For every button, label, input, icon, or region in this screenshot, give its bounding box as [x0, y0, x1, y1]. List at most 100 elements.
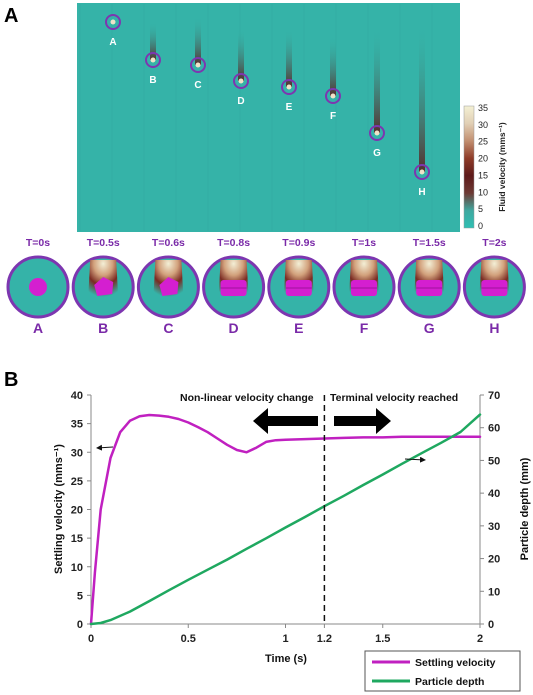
- snapshot-time-label: T=2s: [482, 237, 506, 249]
- snapshot: T=0.5s B: [71, 237, 135, 336]
- y-tick-label-right: 10: [488, 586, 500, 598]
- particle-shape: [29, 278, 47, 296]
- particle-marker: [238, 78, 244, 84]
- particle-wake: [374, 28, 380, 133]
- particle-label: D: [237, 96, 244, 107]
- y-tick-label-left: 35: [71, 419, 83, 431]
- particle-marker: [374, 130, 380, 136]
- particle-wake: [286, 29, 292, 87]
- y-axis-right-label: Particle depth (mm): [519, 457, 531, 560]
- y-tick-label-right: 70: [488, 390, 500, 402]
- y-tick-label-right: 20: [488, 554, 500, 566]
- snapshot-time-label: T=0.9s: [282, 237, 315, 249]
- x-tick-label: 1: [282, 633, 288, 645]
- chart: 0 0.5 1 1.2 1.5 20510152025303540010203040506…: [53, 390, 531, 692]
- y-tick-label-left: 15: [71, 533, 83, 545]
- y-tick-label-left: 40: [71, 390, 83, 402]
- panel-a-label: A: [4, 5, 18, 27]
- snapshot-time-label: T=0.8s: [217, 237, 250, 249]
- fluid-domain: [77, 3, 460, 232]
- y-tick-label-left: 25: [71, 476, 83, 488]
- snapshot-time-label: T=1s: [352, 237, 376, 249]
- particle-label: C: [194, 80, 201, 91]
- particle-label: H: [418, 187, 425, 198]
- x-tick-label: 0: [88, 633, 94, 645]
- arrow-right-icon: [334, 408, 391, 434]
- depth-axis-pointer-icon: [404, 456, 426, 463]
- particle-marker-ring: [325, 88, 341, 104]
- series-line-settling-velocity: [89, 413, 482, 626]
- snapshot-letter: H: [489, 320, 499, 336]
- particle-label: B: [149, 75, 156, 86]
- y-tick-label-right: 30: [488, 521, 500, 533]
- y-axis-left-label: Settling velocity (mms⁻¹): [53, 444, 65, 574]
- particle-wake: [419, 24, 425, 172]
- snapshot-row: T=0sAT=0.5sBT=0.6sCT=0.8sDT=0.9sET=1sFT=…: [6, 237, 526, 336]
- colorbar-tick-label: 15: [478, 170, 488, 180]
- y-tick-label-left: 0: [77, 619, 83, 631]
- colorbar-tick-label: 20: [478, 154, 488, 164]
- x-tick-label: 1.2: [317, 633, 332, 645]
- colorbar-tick-label: 5: [478, 204, 483, 214]
- particle-trajectory: A B C D E F G H: [105, 14, 430, 198]
- particle-marker-ring: [369, 125, 385, 141]
- y-tick-label-left: 20: [71, 505, 83, 517]
- snapshot: T=1s F: [332, 237, 396, 336]
- snapshot-letter: F: [360, 320, 369, 336]
- colorbar: 35 30 25 20 15 10 5 0 Fluid velocity (mms⁻¹): [463, 103, 507, 231]
- y-tick-label-right: 50: [488, 455, 500, 467]
- snapshot-letter: A: [33, 320, 43, 336]
- snapshot-time-label: T=0.5s: [87, 237, 120, 249]
- y-tick-label-left: 10: [71, 562, 83, 574]
- particle-marker: [195, 62, 201, 68]
- y-tick-label-right: 40: [488, 488, 500, 500]
- snapshot: T=0.9s E: [267, 237, 331, 336]
- particle-marker-ring: [190, 57, 206, 73]
- snapshot-time-label: T=0s: [26, 237, 50, 249]
- colorbar-gradient: [463, 105, 475, 229]
- particle-label: G: [373, 148, 381, 159]
- snapshot-time-label: T=0.6s: [152, 237, 185, 249]
- y-tick-label-right: 60: [488, 423, 500, 435]
- particle-marker-ring: [233, 73, 249, 89]
- colorbar-tick-label: 25: [478, 137, 488, 147]
- colorbar-tick-label: 30: [478, 120, 488, 130]
- particle-label: E: [286, 102, 293, 113]
- legend-label-velocity: Settling velocity: [415, 657, 496, 669]
- colorbar-tick-label: 10: [478, 187, 488, 197]
- y-tick-label-left: 30: [71, 447, 83, 459]
- snapshot: T=2s H: [462, 237, 526, 336]
- series-line-particle-depth: [89, 413, 482, 626]
- snapshot: T=0.6s C: [136, 237, 200, 336]
- legend-box: [364, 650, 521, 692]
- particle-wake: [150, 22, 156, 60]
- legend-label-depth: Particle depth: [415, 676, 484, 688]
- particle-marker: [286, 84, 292, 90]
- annotation-right: Terminal velocity reached: [330, 392, 458, 404]
- snapshot-letter: G: [424, 320, 435, 336]
- particle-label: A: [109, 37, 116, 48]
- snapshot-time-label: T=1.5s: [413, 237, 446, 249]
- x-axis-label: Time (s): [265, 653, 307, 665]
- y-tick-label-right: 0: [488, 619, 494, 631]
- snapshot-letter: B: [98, 320, 108, 336]
- snapshot-letter: E: [294, 320, 303, 336]
- particle-shape: [159, 277, 179, 296]
- colorbar-tick-label: 0: [478, 221, 483, 231]
- snapshot-letter: D: [229, 320, 239, 336]
- x-tick-label: 2: [477, 633, 483, 645]
- arrow-left-icon: [253, 408, 318, 434]
- particle-marker: [150, 57, 156, 63]
- colorbar-tick-label: 35: [478, 103, 488, 113]
- particle-marker-ring: [414, 164, 430, 180]
- particle-marker-ring: [281, 79, 297, 95]
- panel-b-label: B: [4, 369, 18, 391]
- x-tick-label: 0.5: [181, 633, 196, 645]
- particle-marker-ring: [105, 14, 121, 30]
- particle-wake: [195, 17, 201, 65]
- legend: Settling velocity Particle depth: [364, 650, 521, 692]
- colorbar-label: Fluid velocity (mms⁻¹): [497, 122, 507, 212]
- particle-label: F: [330, 111, 336, 122]
- particle-marker: [419, 169, 425, 175]
